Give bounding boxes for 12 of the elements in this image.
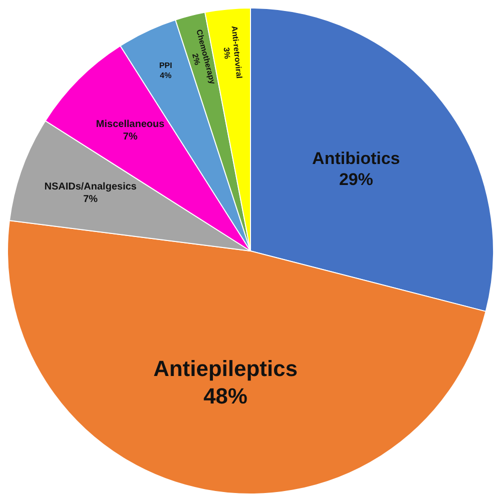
slice-label: NSAIDs/Analgesics bbox=[44, 182, 138, 193]
slice-label: PPI bbox=[159, 61, 172, 70]
slice-label: Miscellaneous bbox=[96, 118, 165, 130]
data-label: 4% bbox=[160, 71, 172, 80]
data-label: 3% bbox=[222, 46, 232, 60]
data-label: 7% bbox=[83, 194, 98, 206]
slice-label: Anti-retroviral bbox=[230, 25, 244, 79]
slice-label: Antibiotics bbox=[312, 148, 400, 168]
data-label: 7% bbox=[123, 131, 138, 142]
slice-label: Antiepileptics bbox=[153, 356, 298, 382]
data-label: 48% bbox=[203, 384, 248, 409]
data-label: 29% bbox=[339, 170, 374, 190]
